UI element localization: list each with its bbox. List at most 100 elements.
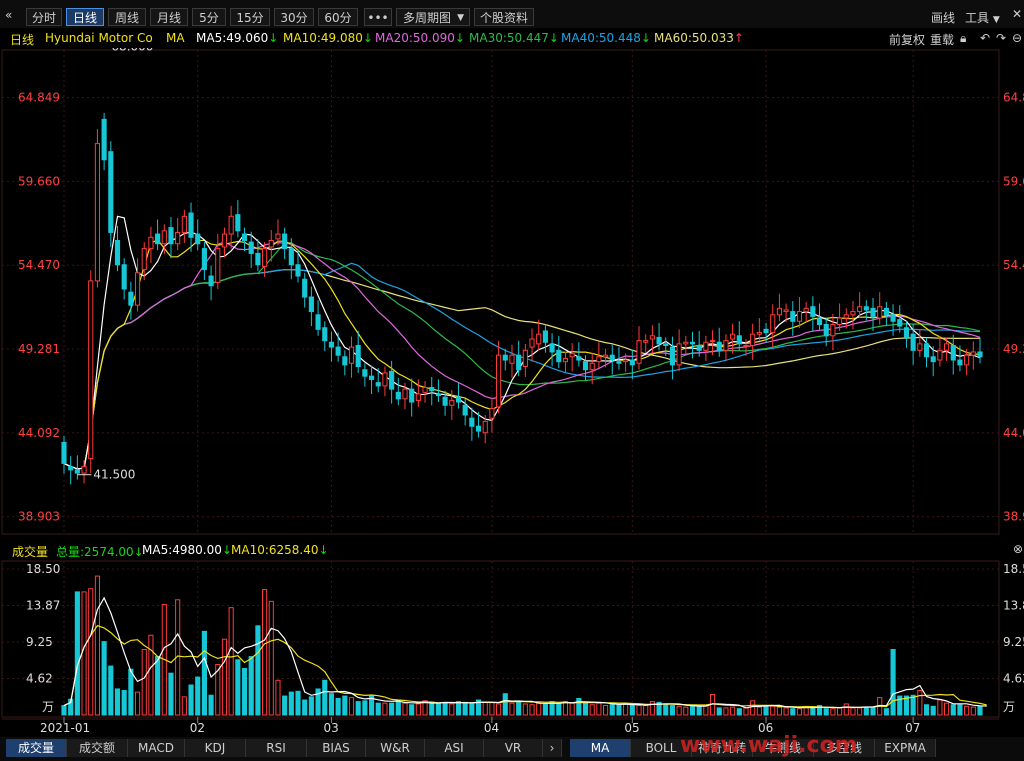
volume-bar-down (442, 701, 448, 716)
candle-up (783, 309, 789, 313)
tab-period-monthly[interactable]: 月线 (150, 8, 188, 26)
volume-bar-down (823, 708, 829, 716)
ma5-legend: MA5:49.060↓ (196, 31, 278, 45)
chevron-right-icon[interactable]: › (543, 739, 562, 757)
volume-bar-down (108, 665, 114, 716)
volume-bar-up (917, 690, 923, 716)
close-icon[interactable]: ⊗ (1013, 542, 1024, 556)
ma5-value: MA5:49.060 (196, 31, 269, 45)
tab-wr[interactable]: W&R (366, 739, 425, 757)
candle-down (462, 404, 468, 416)
volume-bar-up (770, 705, 776, 716)
ma40-value: MA40:50.448 (561, 31, 641, 45)
candle-up (803, 307, 809, 313)
tab-boll[interactable]: BOLL (631, 739, 692, 757)
volume-bar-down (61, 705, 67, 716)
tab-period-15min[interactable]: 15分 (230, 8, 270, 26)
volume-bar-up (81, 591, 87, 716)
close-icon[interactable]: ✕ (1012, 7, 1023, 21)
stock-name: Hyundai Motor Co (45, 31, 153, 45)
candle-up (703, 341, 709, 351)
volume-bar-down (128, 668, 134, 716)
indicator-name[interactable]: MA (166, 31, 185, 45)
tab-rsi[interactable]: RSI (246, 739, 307, 757)
collapse-icon[interactable]: « (5, 8, 13, 22)
candle-up (496, 354, 502, 408)
tab-vr[interactable]: VR (484, 739, 543, 757)
volume-bar-up (522, 703, 528, 716)
candle-up (830, 323, 836, 337)
tools-dropdown[interactable]: 工具 ▼ (965, 9, 1000, 26)
tab-volume[interactable]: 成交量 (6, 739, 67, 757)
candle-up (268, 240, 274, 248)
volume-bar-up (683, 706, 689, 716)
candle-down (375, 382, 381, 387)
tab-period-fenshi[interactable]: 分时 (26, 8, 62, 26)
more-button[interactable]: ••• (364, 8, 392, 26)
candle-down (823, 323, 829, 337)
stock-profile-button[interactable]: 个股资料 (474, 8, 534, 26)
down-arrow-icon: ↓ (318, 543, 329, 557)
candle-down (282, 233, 288, 250)
reload-button[interactable]: 重载 (930, 33, 955, 47)
tab-expma[interactable]: EXPMA (875, 739, 936, 757)
tab-bull-bear-line[interactable]: 牛熊线 (753, 739, 814, 757)
volume-bar-up (837, 707, 843, 716)
volume-bar-down (255, 625, 261, 716)
volume-bar-down (582, 701, 589, 716)
undo-icon[interactable]: ↶ (980, 31, 991, 45)
volume-bar-up (569, 702, 575, 716)
zoom-icon[interactable]: ⊖ (1012, 31, 1023, 45)
lock-icon[interactable]: 🔒︎ (960, 31, 967, 45)
volume-bar-up (134, 691, 141, 716)
tab-turnover[interactable]: 成交额 (67, 739, 128, 757)
multi-period-dropdown[interactable]: 多周期图 ▼ (396, 8, 470, 26)
tab-period-30min[interactable]: 30分 (274, 8, 314, 26)
volume-bar-up (723, 707, 729, 716)
tab-asi[interactable]: ASI (425, 739, 484, 757)
candle-down (114, 240, 121, 266)
volume-bar-down (342, 695, 348, 716)
tab-magic-nine[interactable]: 神奇九转 (692, 739, 753, 757)
candle-up (275, 233, 281, 240)
draw-line-button[interactable]: 画线 (931, 11, 956, 25)
price-chart[interactable]: 64.849 59.660 54.470 49.281 44.092 38.903 64.… (0, 48, 1024, 538)
tab-period-60min[interactable]: 60分 (318, 8, 358, 26)
volume-bar-up (268, 600, 274, 716)
candle-up (643, 340, 649, 343)
candle-down (957, 359, 963, 366)
vol-ma5-legend: MA5:4980.00↓ (142, 543, 232, 557)
candle-up (482, 420, 488, 434)
forward-adjust-button[interactable]: 前复权 (889, 33, 926, 47)
tab-period-5min[interactable]: 5分 (192, 8, 226, 26)
tab-macd[interactable]: MACD (128, 739, 185, 757)
volume-ma5-line (63, 596, 987, 709)
volume-bar-down (355, 701, 361, 716)
volume-title: 成交量 (12, 545, 49, 559)
volume-grid (1, 560, 1000, 718)
caret-down-icon: ▼ (457, 13, 464, 23)
down-arrow-icon: ↓ (454, 31, 465, 45)
down-arrow-icon: ↓ (362, 31, 373, 45)
volume-chart[interactable]: 18.50 18.50 13.87 13.87 9.25 9.25 4.62 4.62 万 万 2… (0, 559, 1024, 737)
tab-long-short-line[interactable]: 多空线 (814, 739, 875, 757)
tab-period-weekly[interactable]: 周线 (108, 8, 146, 26)
redo-icon[interactable]: ↷ (996, 31, 1007, 45)
candle-down (663, 343, 669, 346)
candle-up (750, 333, 756, 346)
volume-bar-down (168, 672, 174, 716)
candle-down (74, 469, 80, 474)
price-axis-right: 64.849 59.660 54.470 49.281 44.092 38.903 (1003, 91, 1024, 524)
candle-up (175, 231, 181, 245)
tab-kdj[interactable]: KDJ (185, 739, 246, 757)
tab-ma[interactable]: MA (570, 739, 631, 757)
tab-period-daily[interactable]: 日线 (66, 8, 104, 26)
up-arrow-icon: ↑ (733, 31, 744, 45)
candle-down (168, 227, 174, 245)
candle-down (235, 214, 241, 232)
candle-up (603, 354, 609, 358)
candle-down (689, 341, 696, 345)
candle-down (790, 311, 796, 322)
tab-bias[interactable]: BIAS (307, 739, 366, 757)
volume-bar-down (208, 694, 214, 716)
